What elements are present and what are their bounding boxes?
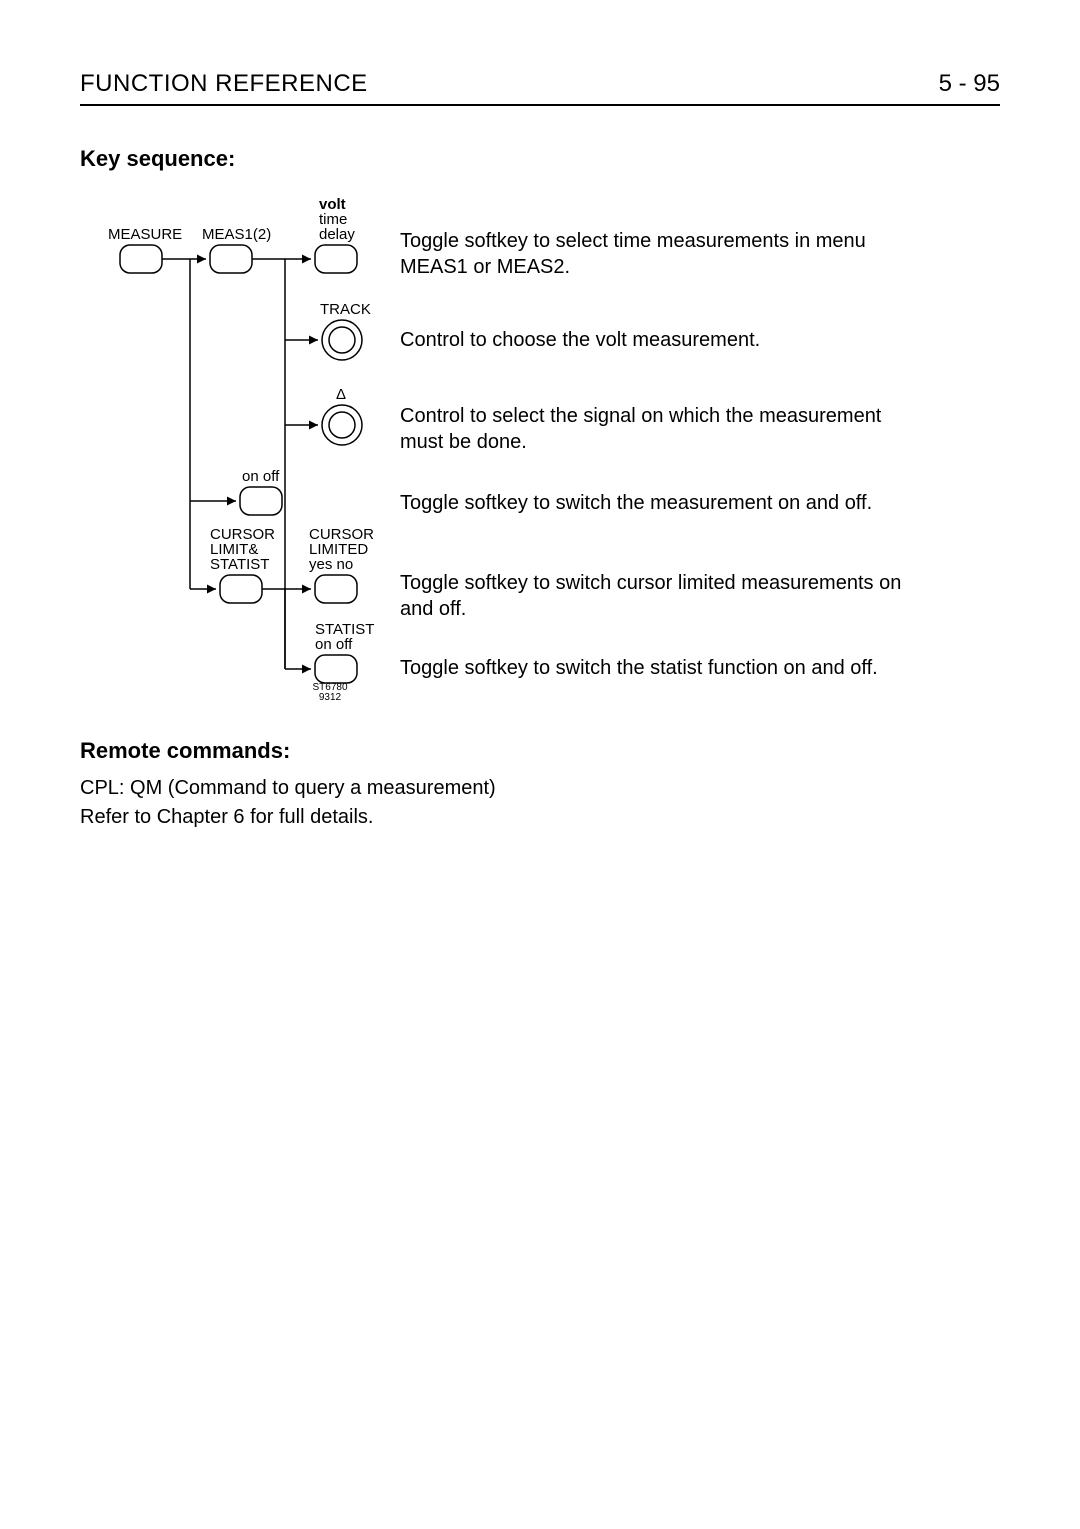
- key-sequence-diagram: MEASURE MEAS1(2) delaytimevolt TRACK Δon off…: [80, 190, 400, 710]
- svg-text:MEASURE: MEASURE: [108, 226, 182, 243]
- svg-text:LIMITED: LIMITED: [309, 541, 368, 558]
- svg-text:LIMIT&: LIMIT&: [210, 541, 258, 558]
- svg-text:on off: on off: [315, 636, 353, 653]
- page-header: FUNCTION REFERENCE 5 - 95: [80, 70, 1000, 106]
- svg-text:time: time: [319, 211, 347, 228]
- key-sequence-block: MEASURE MEAS1(2) delaytimevolt TRACK Δon off…: [80, 190, 1000, 720]
- remote-commands-heading: Remote commands:: [80, 738, 1000, 764]
- desc-volt-time-delay: Toggle softkey to select time measuremen…: [400, 228, 920, 280]
- remote-line-1: CPL: QM (Command to query a measurement): [80, 774, 1000, 803]
- svg-text:volt: volt: [319, 196, 346, 213]
- header-page-number: 5 - 95: [939, 70, 1000, 98]
- key-sequence-heading: Key sequence:: [80, 146, 1000, 172]
- remote-commands-section: Remote commands: CPL: QM (Command to que…: [80, 738, 1000, 832]
- svg-text:delay: delay: [319, 226, 355, 243]
- svg-text:MEAS1(2): MEAS1(2): [202, 226, 271, 243]
- svg-text:Δ: Δ: [336, 386, 346, 403]
- svg-text:9312: 9312: [319, 692, 342, 703]
- svg-text:on off: on off: [242, 468, 280, 485]
- desc-track: Control to choose the volt measurement.: [400, 327, 760, 353]
- remote-line-2: Refer to Chapter 6 for full details.: [80, 803, 1000, 832]
- svg-text:STATIST: STATIST: [210, 556, 269, 573]
- svg-text:CURSOR: CURSOR: [210, 526, 275, 543]
- svg-text:yes no: yes no: [309, 556, 353, 573]
- header-title: FUNCTION REFERENCE: [80, 70, 368, 98]
- desc-cursor-limited: Toggle softkey to switch cursor limited …: [400, 570, 920, 622]
- desc-on-off: Toggle softkey to switch the measurement…: [400, 490, 872, 516]
- svg-text:TRACK: TRACK: [320, 301, 371, 318]
- page: FUNCTION REFERENCE 5 - 95 Key sequence: …: [0, 0, 1080, 1529]
- desc-statist: Toggle softkey to switch the statist fun…: [400, 655, 878, 681]
- desc-delta: Control to select the signal on which th…: [400, 403, 920, 455]
- svg-text:STATIST: STATIST: [315, 621, 374, 638]
- svg-text:CURSOR: CURSOR: [309, 526, 374, 543]
